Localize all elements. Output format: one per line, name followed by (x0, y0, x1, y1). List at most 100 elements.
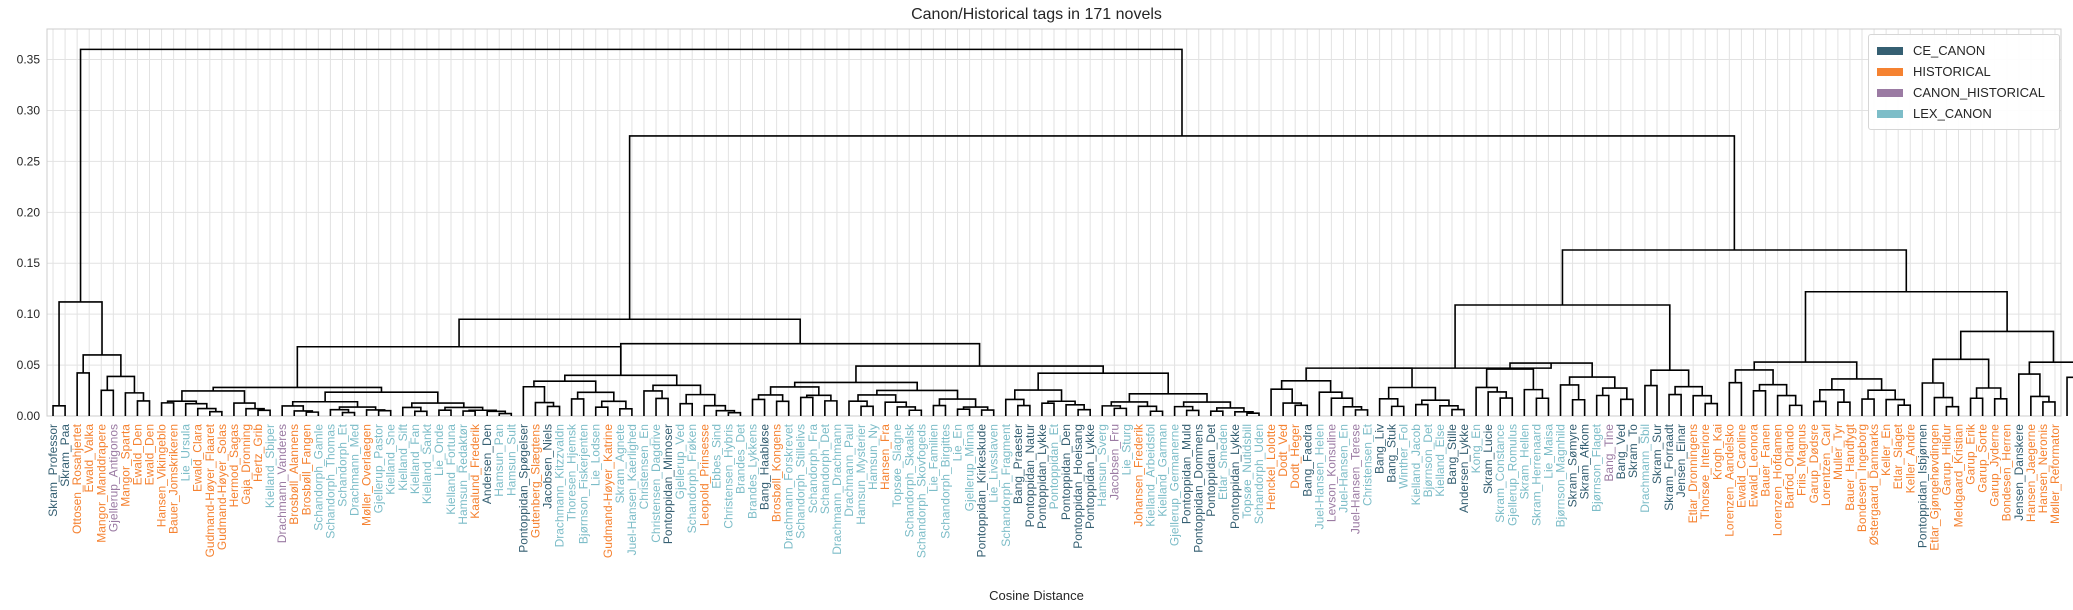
leaf-label: Johansen_Frederik (1131, 423, 1145, 527)
dendrogram-link (1415, 403, 1429, 416)
leaf-label: Pontoppidan_Kirkeskude (975, 424, 989, 558)
dendrogram-link (1149, 410, 1164, 416)
leaf-label: Meldgaard_Kristian (1951, 424, 1965, 527)
leaf-label: Skram_Afkom (1578, 424, 1592, 499)
leaf-label: Gjellerup_Pastor (372, 424, 386, 513)
dendrogram-link (1485, 368, 1535, 390)
dendrogram-link (1173, 405, 1194, 416)
leaf-label: Skram_Sømyre (1566, 424, 1580, 508)
leaf-label: Schandorph_Thomas (323, 424, 337, 539)
leaf-label: Bauer_Jomskrikeren (167, 424, 181, 534)
dendrogram-link (2017, 373, 2041, 416)
dendrogram-link (166, 400, 198, 404)
legend-item: CE_CANON (1877, 40, 2051, 61)
dendrogram-link (1561, 249, 1908, 305)
leaf-label: Skram_Agnete (613, 424, 627, 504)
x-axis-label: Cosine Distance (989, 588, 1084, 603)
dendrogram-link (896, 406, 917, 416)
dendrogram-link (1041, 402, 1055, 416)
dendrogram-link (1897, 404, 1912, 416)
leaf-label: Garup_Erik (1964, 423, 1978, 485)
dendrogram-link (1523, 388, 1544, 416)
leaf-label: Brandes_Lykkens (746, 424, 760, 519)
dendrogram-link (1077, 408, 1091, 416)
dendrogram-link (1128, 392, 1208, 403)
dendrogram-link (643, 390, 663, 416)
y-tick-label: 0.30 (17, 103, 41, 117)
dendrogram-link (58, 301, 103, 406)
leaf-label: Gaja_Dronning (239, 424, 253, 505)
leaf-label: Kielland_Sankt (420, 423, 434, 504)
leaf-label: Bondesen_Herren (2000, 424, 2014, 521)
leaf-label: Bauer_Handfygt (1843, 423, 1857, 510)
dendrogram-link (564, 374, 678, 386)
leaf-label: Christensen_Hybris (721, 424, 735, 529)
leaf-label: Ewald_Valka (82, 424, 96, 493)
leaf-label: Bang_Liv (1373, 424, 1387, 474)
leaf-label: Thoresen_Hjemsk (565, 423, 579, 521)
leaf-label: Schandorph_Fragment (999, 423, 1013, 546)
dendrogram-link (196, 407, 217, 416)
y-tick-label: 0.20 (17, 205, 41, 219)
leaf-label: Pontoppidan_Hoeisang (1071, 424, 1085, 549)
dendrogram-link (76, 372, 91, 416)
dendrogram-link (1499, 397, 1514, 416)
dendrogram-link (1101, 405, 1122, 416)
leaf-label: Garup_Dødsre (1807, 424, 1821, 504)
dendrogram-link (1185, 409, 1200, 416)
dendrogram-link (1342, 406, 1363, 416)
y-tick-label: 0.00 (17, 409, 41, 423)
leaf-label: Mangor_Manddrapere (94, 424, 108, 543)
leaf-label: Lorenzen_Aandelsko (1722, 424, 1736, 537)
leaf-label: Drachmann_Drachmann (830, 424, 844, 555)
dendrogram-link (414, 410, 428, 416)
leaf-label: Gudmand-Høyer_Flaaret (203, 423, 217, 557)
dendrogram-link (1933, 396, 1954, 416)
leaf-label: Keller_En (1879, 424, 1893, 476)
leaf-label: Møller_Reformator (2048, 424, 2062, 524)
leaf-label: Pontoppidan_Lykke (1228, 424, 1242, 529)
leaf-label: Mangor_Sparta (118, 424, 132, 507)
leaf-label: Etlar_Dronningens (1686, 424, 1700, 523)
leaf-label: Topsøe_Slagne (890, 424, 904, 508)
dendrogram-link (570, 398, 585, 416)
dendrogram-link (824, 400, 838, 416)
dendrogram-link (1595, 394, 1610, 416)
leaf-label: Leopold_Prinsesse (697, 424, 711, 526)
leaf-label: Pontoppidan_Dommens (1192, 424, 1206, 553)
leaf-label: Bauer_Fanen (1759, 424, 1773, 497)
dendrogram-link (546, 405, 561, 416)
dendrogram-link (1280, 380, 1332, 393)
dendrogram-link (305, 411, 320, 416)
dendrogram-link (799, 396, 814, 416)
dendrogram-link (1509, 362, 1593, 378)
dendrogram-link (1568, 376, 1616, 389)
dendrogram-link (1867, 389, 1896, 400)
dendrogram-link (1644, 384, 1658, 416)
legend-swatch (1877, 88, 1903, 97)
leaf-label: Juel-Hansen_Terese (1348, 424, 1362, 534)
dendrogram-link (1752, 390, 1767, 416)
leaf-label: Lie_Sturg (1119, 424, 1133, 475)
dendrogram-link (184, 402, 208, 416)
leaf-label: Hamsun_Mysterier (854, 424, 868, 525)
dendrogram-link (1294, 404, 1309, 416)
dendrogram-link (1487, 391, 1508, 416)
leaf-label: Hamsun_Pan (492, 424, 506, 497)
leaf-label: Bondesen_Ingeborg (1855, 424, 1869, 532)
leaf-label: Schandorph_Uden (1252, 424, 1266, 524)
leaf-label: Lorentzen_Carl (1819, 424, 1833, 506)
leaf-label: Brosbøll_Kongens (770, 424, 784, 522)
leaf-label: Bang_Tine (1602, 424, 1616, 482)
legend-label: CANON_HISTORICAL (1913, 85, 2045, 100)
dendrogram-link (1804, 290, 2008, 363)
leaf-label: Henckel_Lolotte (1264, 424, 1278, 510)
leaf-label: Hansen_Fra (878, 424, 892, 490)
leaf-label: Drachmann_Med (348, 424, 362, 516)
dendrogram-link (1753, 361, 1858, 379)
leaf-label: Kielland_Sift (396, 423, 410, 490)
dendrogram-link (1993, 398, 2008, 416)
leaf-label: Lorenzen_Hofdamen (1771, 424, 1785, 536)
dendrogram-link (1110, 401, 1149, 407)
